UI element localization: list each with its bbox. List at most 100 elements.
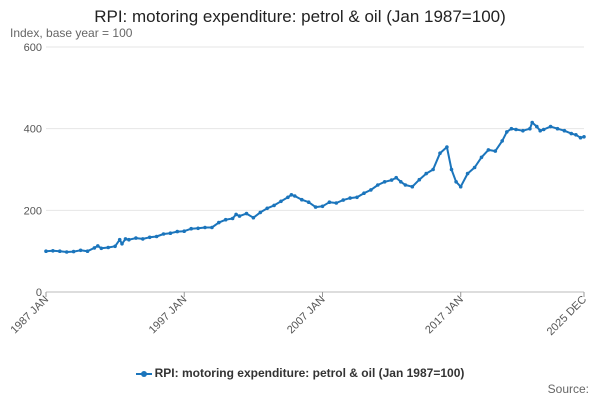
data-point <box>530 120 534 125</box>
data-point <box>175 229 180 234</box>
source-label: Source: <box>547 382 589 396</box>
data-point <box>555 126 560 131</box>
data-point <box>217 220 221 225</box>
data-point <box>486 148 491 152</box>
grid-layer <box>46 46 584 293</box>
data-point <box>538 128 542 133</box>
data-point <box>424 171 429 176</box>
data-point <box>514 127 518 132</box>
data-point <box>362 191 366 195</box>
data-point <box>251 215 256 220</box>
data-point <box>265 206 270 211</box>
data-point <box>279 199 283 204</box>
x-tick-label: 1997 JAN <box>147 294 190 337</box>
data-point <box>417 177 422 182</box>
data-point <box>123 237 128 241</box>
data-point <box>493 149 498 153</box>
data-point <box>161 232 166 236</box>
data-point <box>51 249 55 253</box>
data-point <box>71 249 76 254</box>
data-point <box>127 237 131 242</box>
data-point <box>521 128 525 133</box>
data-point <box>210 225 214 230</box>
data-point <box>306 200 311 204</box>
data-point <box>341 198 346 202</box>
data-point <box>355 195 359 200</box>
data-point <box>223 217 228 222</box>
data-point <box>96 244 100 248</box>
data-point <box>394 175 399 180</box>
data-point <box>244 211 249 216</box>
x-tick-label: 2007 JAN <box>285 294 328 337</box>
data-point <box>438 151 442 155</box>
data-point <box>92 246 97 250</box>
data-point <box>44 249 48 253</box>
data-point <box>182 229 186 233</box>
data-point <box>569 131 574 136</box>
data-point <box>120 242 124 246</box>
data-point <box>578 135 583 140</box>
data-point <box>509 126 514 131</box>
data-point <box>106 245 110 250</box>
data-point <box>78 248 83 253</box>
data-point <box>479 155 484 160</box>
y-tick-label: 600 <box>24 42 42 54</box>
legend-swatch <box>135 369 152 379</box>
series-layer <box>44 120 586 254</box>
data-point <box>327 200 332 204</box>
data-point <box>458 184 463 189</box>
data-point <box>472 165 477 170</box>
data-point <box>449 167 454 172</box>
y-tick-label: 400 <box>24 124 42 136</box>
data-point <box>541 127 546 132</box>
data-point <box>445 145 449 149</box>
data-point <box>454 180 458 184</box>
chart-subtitle: Index, base year = 100 <box>10 26 133 40</box>
data-point <box>113 244 117 249</box>
data-point <box>117 237 122 242</box>
data-point <box>293 194 297 198</box>
data-point <box>147 235 152 240</box>
chart-title: RPI: motoring expenditure: petrol & oil … <box>94 7 506 26</box>
data-point <box>154 234 159 239</box>
data-point <box>64 250 69 254</box>
y-tick-label: 0 <box>36 287 42 299</box>
data-point <box>348 196 352 200</box>
axis-layer: 0 200 400 600 1987 JAN 1997 JAN 2007 JAN 2017 J… <box>8 42 589 338</box>
data-point <box>58 249 62 253</box>
data-point <box>431 167 435 172</box>
data-point <box>85 249 90 253</box>
data-point <box>389 178 394 182</box>
data-point <box>234 212 238 217</box>
data-point <box>562 128 567 133</box>
data-point <box>410 184 415 189</box>
data-point <box>548 124 553 129</box>
data-point <box>505 130 509 134</box>
data-point <box>237 214 242 218</box>
data-point <box>230 216 235 221</box>
data-point <box>141 237 145 241</box>
data-point <box>399 180 403 184</box>
data-point <box>574 133 578 137</box>
x-tick-label: 1987 JAN <box>8 294 51 337</box>
data-point <box>258 210 263 215</box>
x-tick-label: 2025 DEC <box>545 294 589 338</box>
data-point <box>369 188 373 192</box>
data-point <box>289 193 294 197</box>
data-point <box>300 197 304 202</box>
data-point <box>203 225 207 230</box>
data-point <box>320 204 325 209</box>
legend-dot <box>140 370 147 377</box>
data-point <box>286 195 290 200</box>
legend-label: RPI: motoring expenditure: petrol & oil … <box>154 366 465 380</box>
data-point <box>334 201 339 205</box>
data-point <box>382 180 387 184</box>
data-point <box>528 126 532 131</box>
chart-legend: RPI: motoring expenditure: petrol & oil … <box>0 366 600 380</box>
data-point <box>134 236 138 240</box>
data-point <box>99 246 104 251</box>
data-point <box>403 183 408 187</box>
data-point <box>196 226 200 231</box>
x-tick-label: 2017 JAN <box>423 294 466 337</box>
